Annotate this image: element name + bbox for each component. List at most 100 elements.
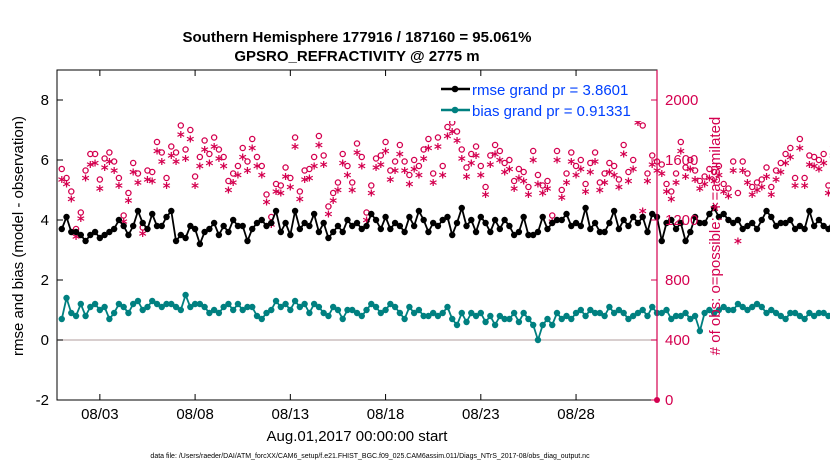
- possible-obs-point: [63, 174, 70, 182]
- possible-obs-point: [715, 162, 723, 170]
- assimilated-obs-point: *: [277, 187, 285, 205]
- assimilated-obs-point: *: [801, 179, 809, 197]
- rmse-point: [101, 231, 108, 239]
- bias-point: [639, 306, 646, 314]
- rmse-point: [806, 207, 813, 215]
- bias-point: [815, 309, 823, 317]
- assimilated-obs-point: *: [620, 148, 628, 166]
- rmse-point: [734, 216, 742, 224]
- bias-point: [820, 309, 827, 317]
- assimilated-obs-point: *: [772, 173, 780, 191]
- bias-point: [310, 300, 318, 308]
- rmse-point: [153, 222, 161, 230]
- bias-point: [144, 303, 151, 311]
- assimilated-obs-point: *: [439, 169, 447, 187]
- possible-obs-point: [234, 162, 242, 170]
- rmse-point: [406, 213, 413, 221]
- rmse-point: [606, 219, 613, 227]
- possible-obs-point: [429, 170, 437, 177]
- assimilated-obs-point: *: [296, 193, 304, 211]
- assimilated-obs-point: *: [501, 166, 509, 184]
- assimilated-obs-point: *: [115, 179, 123, 197]
- rmse-point: [149, 210, 156, 218]
- assimilated-obs-point: *: [67, 193, 75, 211]
- assimilated-obs-point: *: [486, 158, 494, 176]
- bias-point: [229, 306, 237, 314]
- possible-obs-point: [815, 156, 823, 164]
- possible-obs-point: [520, 168, 527, 176]
- bias-point: [453, 321, 461, 329]
- assimilated-obs-point: *: [91, 157, 99, 175]
- assimilated-obs-point: *: [272, 185, 280, 203]
- possible-obs-point: [244, 158, 251, 165]
- possible-obs-point: [325, 203, 332, 210]
- rmse-point: [201, 228, 208, 236]
- possible-obs-point: [591, 149, 599, 156]
- rmse-point: [82, 237, 89, 245]
- assimilated-obs-point: *: [248, 142, 256, 160]
- assimilated-obs-point: *: [734, 235, 742, 253]
- bias-point: [649, 303, 656, 311]
- bias-point: [539, 321, 546, 329]
- assimilated-obs-point: *: [520, 175, 528, 193]
- possible-obs-point: [315, 132, 323, 140]
- possible-obs-point: [558, 186, 566, 194]
- possible-obs-point: [163, 174, 170, 182]
- rmse-point: [810, 222, 818, 230]
- possible-obs-point: [501, 159, 508, 167]
- assimilated-obs-point: *: [644, 175, 652, 193]
- rmse-point: [582, 204, 589, 212]
- assimilated-obs-point: *: [182, 152, 190, 170]
- rmse-point: [591, 219, 599, 227]
- bias-point: [301, 300, 308, 308]
- possible-obs-point: [177, 122, 185, 129]
- rmse-point: [601, 228, 608, 236]
- possible-obs-point: [372, 155, 380, 162]
- possible-obs-point: [158, 149, 166, 156]
- bias-point: [520, 309, 527, 317]
- bias-point: [472, 312, 480, 320]
- assimilated-obs-point: *: [591, 155, 599, 173]
- possible-obs-point: [253, 153, 261, 161]
- possible-obs-point: [506, 156, 513, 164]
- bias-point: [182, 291, 189, 299]
- rmse-point: [549, 219, 556, 227]
- assimilated-obs-point: *: [158, 155, 166, 173]
- possible-obs-point: [748, 183, 756, 191]
- bias-point: [287, 306, 294, 314]
- rmse-point: [91, 228, 99, 236]
- assimilated-obs-point: *: [601, 176, 609, 194]
- assimilated-obs-point: *: [229, 176, 237, 194]
- rmse-point: [220, 222, 227, 230]
- possible-obs-point: [510, 177, 518, 185]
- assimilated-obs-point: *: [615, 181, 623, 199]
- rmse-point: [391, 219, 399, 227]
- rmse-point: [815, 216, 823, 224]
- assimilated-obs-point: *: [124, 194, 132, 212]
- assimilated-obs-point: *: [448, 125, 456, 143]
- bias-point: [96, 306, 104, 314]
- bias-point: [582, 312, 589, 320]
- possible-obs-point: [210, 134, 218, 141]
- rmse-point: [177, 231, 185, 239]
- possible-obs-point: [201, 137, 208, 144]
- possible-obs-point: [472, 143, 480, 150]
- assimilated-obs-point: *: [810, 160, 818, 178]
- bias-point: [739, 303, 746, 311]
- bias-point: [487, 312, 494, 320]
- assimilated-obs-point: *: [253, 160, 261, 178]
- possible-obs-point: [277, 182, 285, 189]
- possible-obs-point: [672, 170, 680, 177]
- bias-point: [525, 315, 532, 323]
- assimilated-obs-point: *: [582, 185, 590, 203]
- y2-axis-ticks: 0 400 800 1200 1600 2000: [651, 70, 698, 409]
- assimilated-obs-point: *: [186, 133, 194, 151]
- rmse-point: [658, 237, 665, 245]
- x-tick-label: 08/08: [176, 406, 214, 423]
- rmse-point: [401, 228, 408, 236]
- bias-point: [787, 309, 794, 317]
- rmse-point: [825, 225, 830, 233]
- bias-point: [158, 303, 165, 311]
- possible-obs-point: [339, 150, 346, 158]
- rmse-point: [496, 225, 504, 233]
